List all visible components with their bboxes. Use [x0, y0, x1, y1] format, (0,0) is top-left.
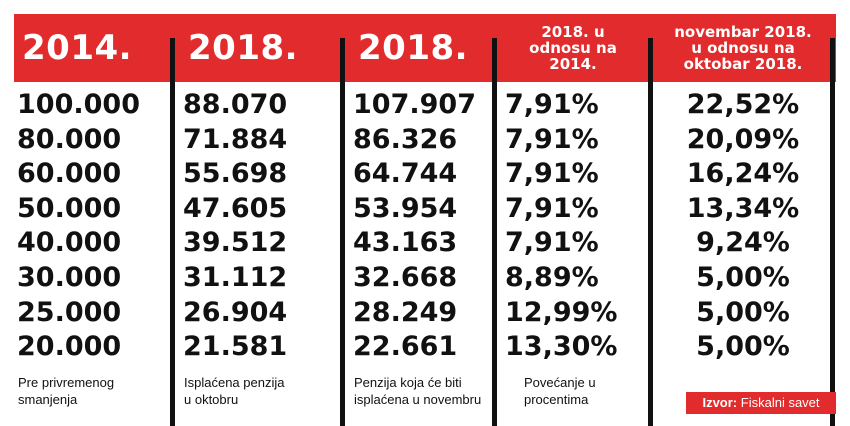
- table-cell: 25.000: [17, 296, 122, 328]
- column-header: 2018. u odnosu na 2014.: [529, 23, 617, 73]
- table-cell: 88.070: [183, 89, 288, 120]
- table-cell: 22.661: [353, 331, 458, 363]
- pension-table: 2014. 100.000 80.000 60.000 50.000 40.00…: [14, 14, 836, 426]
- column-change-vs-2014: 2018. u odnosu na 2014. 7,91% 7,91% 7,91…: [502, 14, 644, 414]
- column-divider: [340, 38, 345, 426]
- source-badge: Izvor: Fiskalni savet: [686, 392, 836, 414]
- table-cell: 5,00%: [696, 331, 790, 363]
- table-cell: 20,09%: [686, 123, 800, 155]
- column-divider: [492, 38, 497, 426]
- table-cell: 12,99%: [505, 296, 618, 328]
- table-cell: 100.000: [17, 89, 140, 120]
- table-cell: 16,24%: [686, 158, 800, 190]
- table-cell: 20.000: [17, 331, 122, 363]
- column-2014: 2014. 100.000 80.000 60.000 50.000 40.00…: [14, 14, 166, 414]
- column-values: 88.070 71.884 55.698 47.605 39.512 31.11…: [180, 88, 336, 365]
- table-cell: 9,24%: [696, 227, 790, 259]
- table-cell: 21.581: [183, 331, 288, 363]
- column-footnote: Penzija koja će biti isplaćena u novembr…: [354, 375, 482, 407]
- table-cell: 39.512: [183, 227, 288, 259]
- column-2018-october: 2018. 88.070 71.884 55.698 47.605 39.512…: [180, 14, 336, 414]
- source-text: Fiskalni savet: [740, 395, 820, 410]
- column-values: 7,91% 7,91% 7,91% 7,91% 7,91% 8,89% 12,9…: [502, 88, 644, 365]
- table-cell: 26.904: [183, 296, 288, 328]
- column-footnote: Povećanje u procentima: [524, 375, 596, 407]
- table-cell: 43.163: [353, 227, 458, 259]
- column-footnote: Isplaćena penzija u oktobru: [184, 375, 285, 407]
- table-cell: 32.668: [353, 261, 458, 293]
- column-header: 2018.: [188, 28, 299, 68]
- column-header: 2018.: [358, 28, 469, 68]
- table-cell: 8,89%: [505, 261, 599, 293]
- table-cell: 31.112: [183, 261, 288, 293]
- table-cell: 7,91%: [505, 158, 599, 190]
- column-footnote: Pre privremenog smanjenja: [18, 375, 115, 407]
- table-cell: 30.000: [17, 261, 122, 293]
- column-values: 22,52% 20,09% 16,24% 13,34% 9,24% 5,00% …: [658, 88, 828, 365]
- table-cell: 50.000: [17, 192, 122, 224]
- table-cell: 55.698: [183, 158, 288, 190]
- table-cell: 53.954: [353, 192, 458, 224]
- table-cell: 22,52%: [686, 89, 800, 120]
- column-divider: [830, 38, 835, 426]
- table-cell: 64.744: [353, 158, 458, 190]
- table-cell: 7,91%: [505, 227, 599, 259]
- table-cell: 71.884: [183, 123, 288, 155]
- table-cell: 7,91%: [505, 89, 599, 120]
- column-header: 2014.: [22, 28, 133, 68]
- table-cell: 5,00%: [696, 296, 790, 328]
- table-cell: 60.000: [17, 158, 122, 190]
- table-cell: 80.000: [17, 123, 122, 155]
- table-cell: 40.000: [17, 227, 122, 259]
- table-cell: 7,91%: [505, 123, 599, 155]
- table-cell: 13,34%: [686, 192, 800, 224]
- table-cell: 5,00%: [696, 261, 790, 293]
- table-cell: 28.249: [353, 296, 458, 328]
- column-change-nov-vs-oct: novembar 2018. u odnosu na oktobar 2018.…: [658, 14, 828, 414]
- column-values: 107.907 86.326 64.744 53.954 43.163 32.6…: [350, 88, 490, 365]
- table-cell: 7,91%: [505, 192, 599, 224]
- column-header: novembar 2018. u odnosu na oktobar 2018.: [674, 23, 812, 73]
- table-cell: 47.605: [183, 192, 288, 224]
- table-cell: 13,30%: [505, 331, 618, 363]
- column-values: 100.000 80.000 60.000 50.000 40.000 30.0…: [14, 88, 166, 365]
- table-cell: 107.907: [353, 89, 476, 120]
- column-2018-november: 2018. 107.907 86.326 64.744 53.954 43.16…: [350, 14, 490, 414]
- header-band: [14, 14, 836, 82]
- table-cell: 86.326: [353, 123, 458, 155]
- column-divider: [648, 38, 653, 426]
- source-label: Izvor:: [702, 395, 738, 410]
- column-divider: [170, 38, 175, 426]
